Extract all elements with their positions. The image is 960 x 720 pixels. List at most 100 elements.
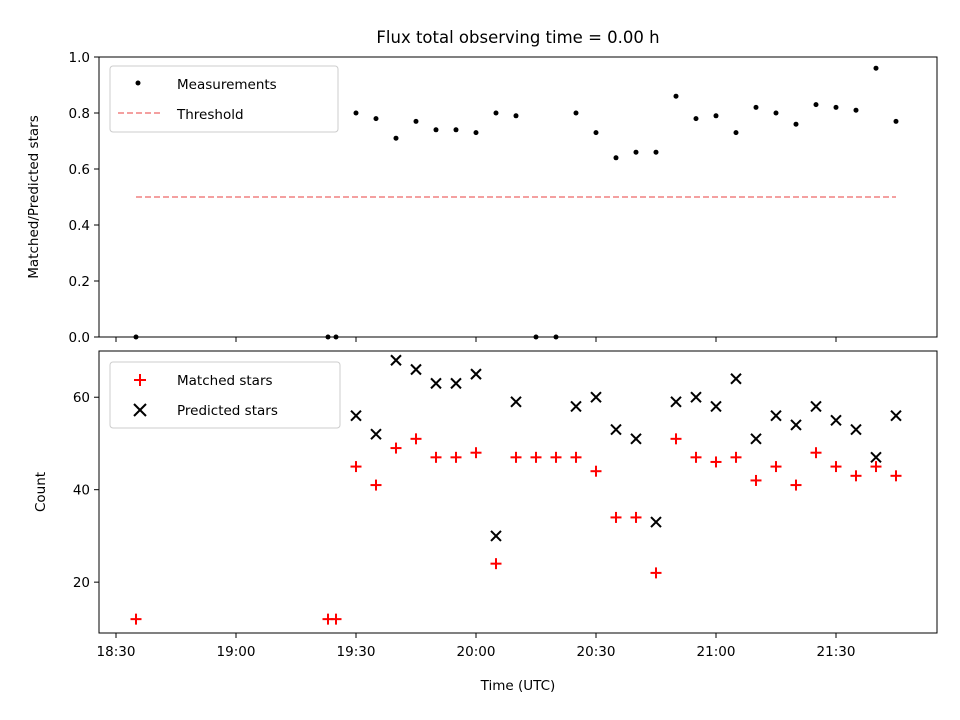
measurement-point [673,93,679,99]
x-tick-label: 19:00 [217,644,256,660]
measurement-point [833,104,839,110]
legend-measurements-label: Measurements [177,77,277,93]
measurement-point [433,127,439,133]
top-y-tick-label: 0.4 [69,218,90,234]
matched-star-point [790,479,802,491]
matched-star-point [510,451,522,463]
matched-star-point [330,613,342,625]
x-tick-label: 21:30 [817,644,856,660]
predicted-star-point [730,373,742,385]
measurement-point [653,149,659,155]
measurement-point [413,118,419,124]
matched-star-point [730,451,742,463]
matched-star-point [450,451,462,463]
bottom-legend-box [109,361,341,429]
matched-star-point [830,461,842,473]
matched-star-point [630,511,642,523]
x-tick-label: 21:00 [697,644,736,660]
predicted-star-point [850,423,862,436]
predicted-star-point [350,410,362,422]
measurement-point [633,149,639,155]
legend-matched-label: Matched stars [177,373,273,389]
measurement-point [473,130,479,136]
measurement-point [573,110,579,116]
x-axis-label: Time (UTC) [480,678,556,694]
top-y-tick-label: 1.0 [69,50,90,66]
predicted-star-point [790,419,802,431]
legend-matched-marker [134,374,146,386]
measurement-point [813,102,819,108]
predicted-star-point [870,451,882,464]
matched-star-point [570,451,582,463]
measurement-point [713,113,719,119]
matched-star-point [670,433,682,445]
measurement-point [733,130,739,136]
measurement-point [893,118,899,124]
predicted-star-point [570,400,582,413]
matched-star-point [750,474,762,486]
matched-star-point [410,433,422,445]
predicted-star-point [710,400,722,413]
matched-star-point [550,451,562,463]
predicted-star-point [690,391,702,403]
matched-stars-series [130,433,902,625]
legend-predicted-marker [133,403,147,417]
matched-star-point [370,479,382,491]
predicted-star-point [810,400,822,413]
top-y-ticks: 0.0 0.2 0.4 0.6 0.8 1.0 [69,50,99,346]
measurement-point [793,121,799,127]
predicted-star-point [490,530,502,542]
x-tick-label: 18:30 [97,644,136,660]
x-tick-label: 20:30 [577,644,616,660]
measurement-point [373,116,379,122]
predicted-star-point [510,396,522,408]
predicted-star-point [770,410,782,422]
predicted-star-point [890,410,902,422]
matched-star-point [590,465,602,477]
predicted-star-point [390,354,402,366]
measurement-point [693,116,699,122]
predicted-star-point [630,433,642,445]
matched-star-point [770,461,782,473]
predicted-star-point [650,516,662,528]
measurement-point [593,130,599,136]
measurement-point [873,65,879,71]
measurement-point [453,127,459,133]
bottom-y-tick-label: 40 [73,483,90,499]
top-legend: Measurements Threshold [109,65,339,133]
predicted-star-point [610,423,622,436]
predicted-star-point [410,363,422,376]
top-y-tick-label: 0.2 [69,274,90,290]
top-panel: 0.0 0.2 0.4 0.6 0.8 1.0 Matched/Predicted sta… [26,50,938,346]
measurement-point [753,104,759,110]
matched-star-point [710,456,722,468]
bottom-y-axis-label: Count [33,472,49,512]
matched-star-point [690,451,702,463]
matched-star-point [130,613,142,625]
bottom-y-tick-label: 20 [73,575,90,591]
chart-title: Flux total observing time = 0.00 h [376,28,659,47]
x-tick-label: 19:30 [337,644,376,660]
predicted-star-point [370,428,382,440]
top-y-tick-label: 0.8 [69,106,90,122]
bottom-y-tick-label: 60 [73,390,90,406]
matched-star-point [610,511,622,523]
legend-predicted-label: Predicted stars [177,403,278,419]
top-legend-box [109,65,339,133]
x-tick-label: 20:00 [457,644,496,660]
matched-star-point [530,451,542,463]
measurement-point [353,110,359,116]
matched-star-point [650,567,662,579]
legend-threshold-label: Threshold [176,107,244,123]
measurement-point [773,110,779,116]
bottom-y-ticks: 20 40 60 [73,390,99,591]
predicted-star-point [450,377,462,390]
matched-star-point [810,447,822,459]
matched-star-point [490,558,502,570]
measurement-point [393,135,399,141]
predicted-star-point [830,414,842,427]
matched-star-point [430,451,442,463]
predicted-star-point [430,377,442,390]
top-y-tick-label: 0.0 [69,330,90,346]
matched-star-point [870,461,882,473]
